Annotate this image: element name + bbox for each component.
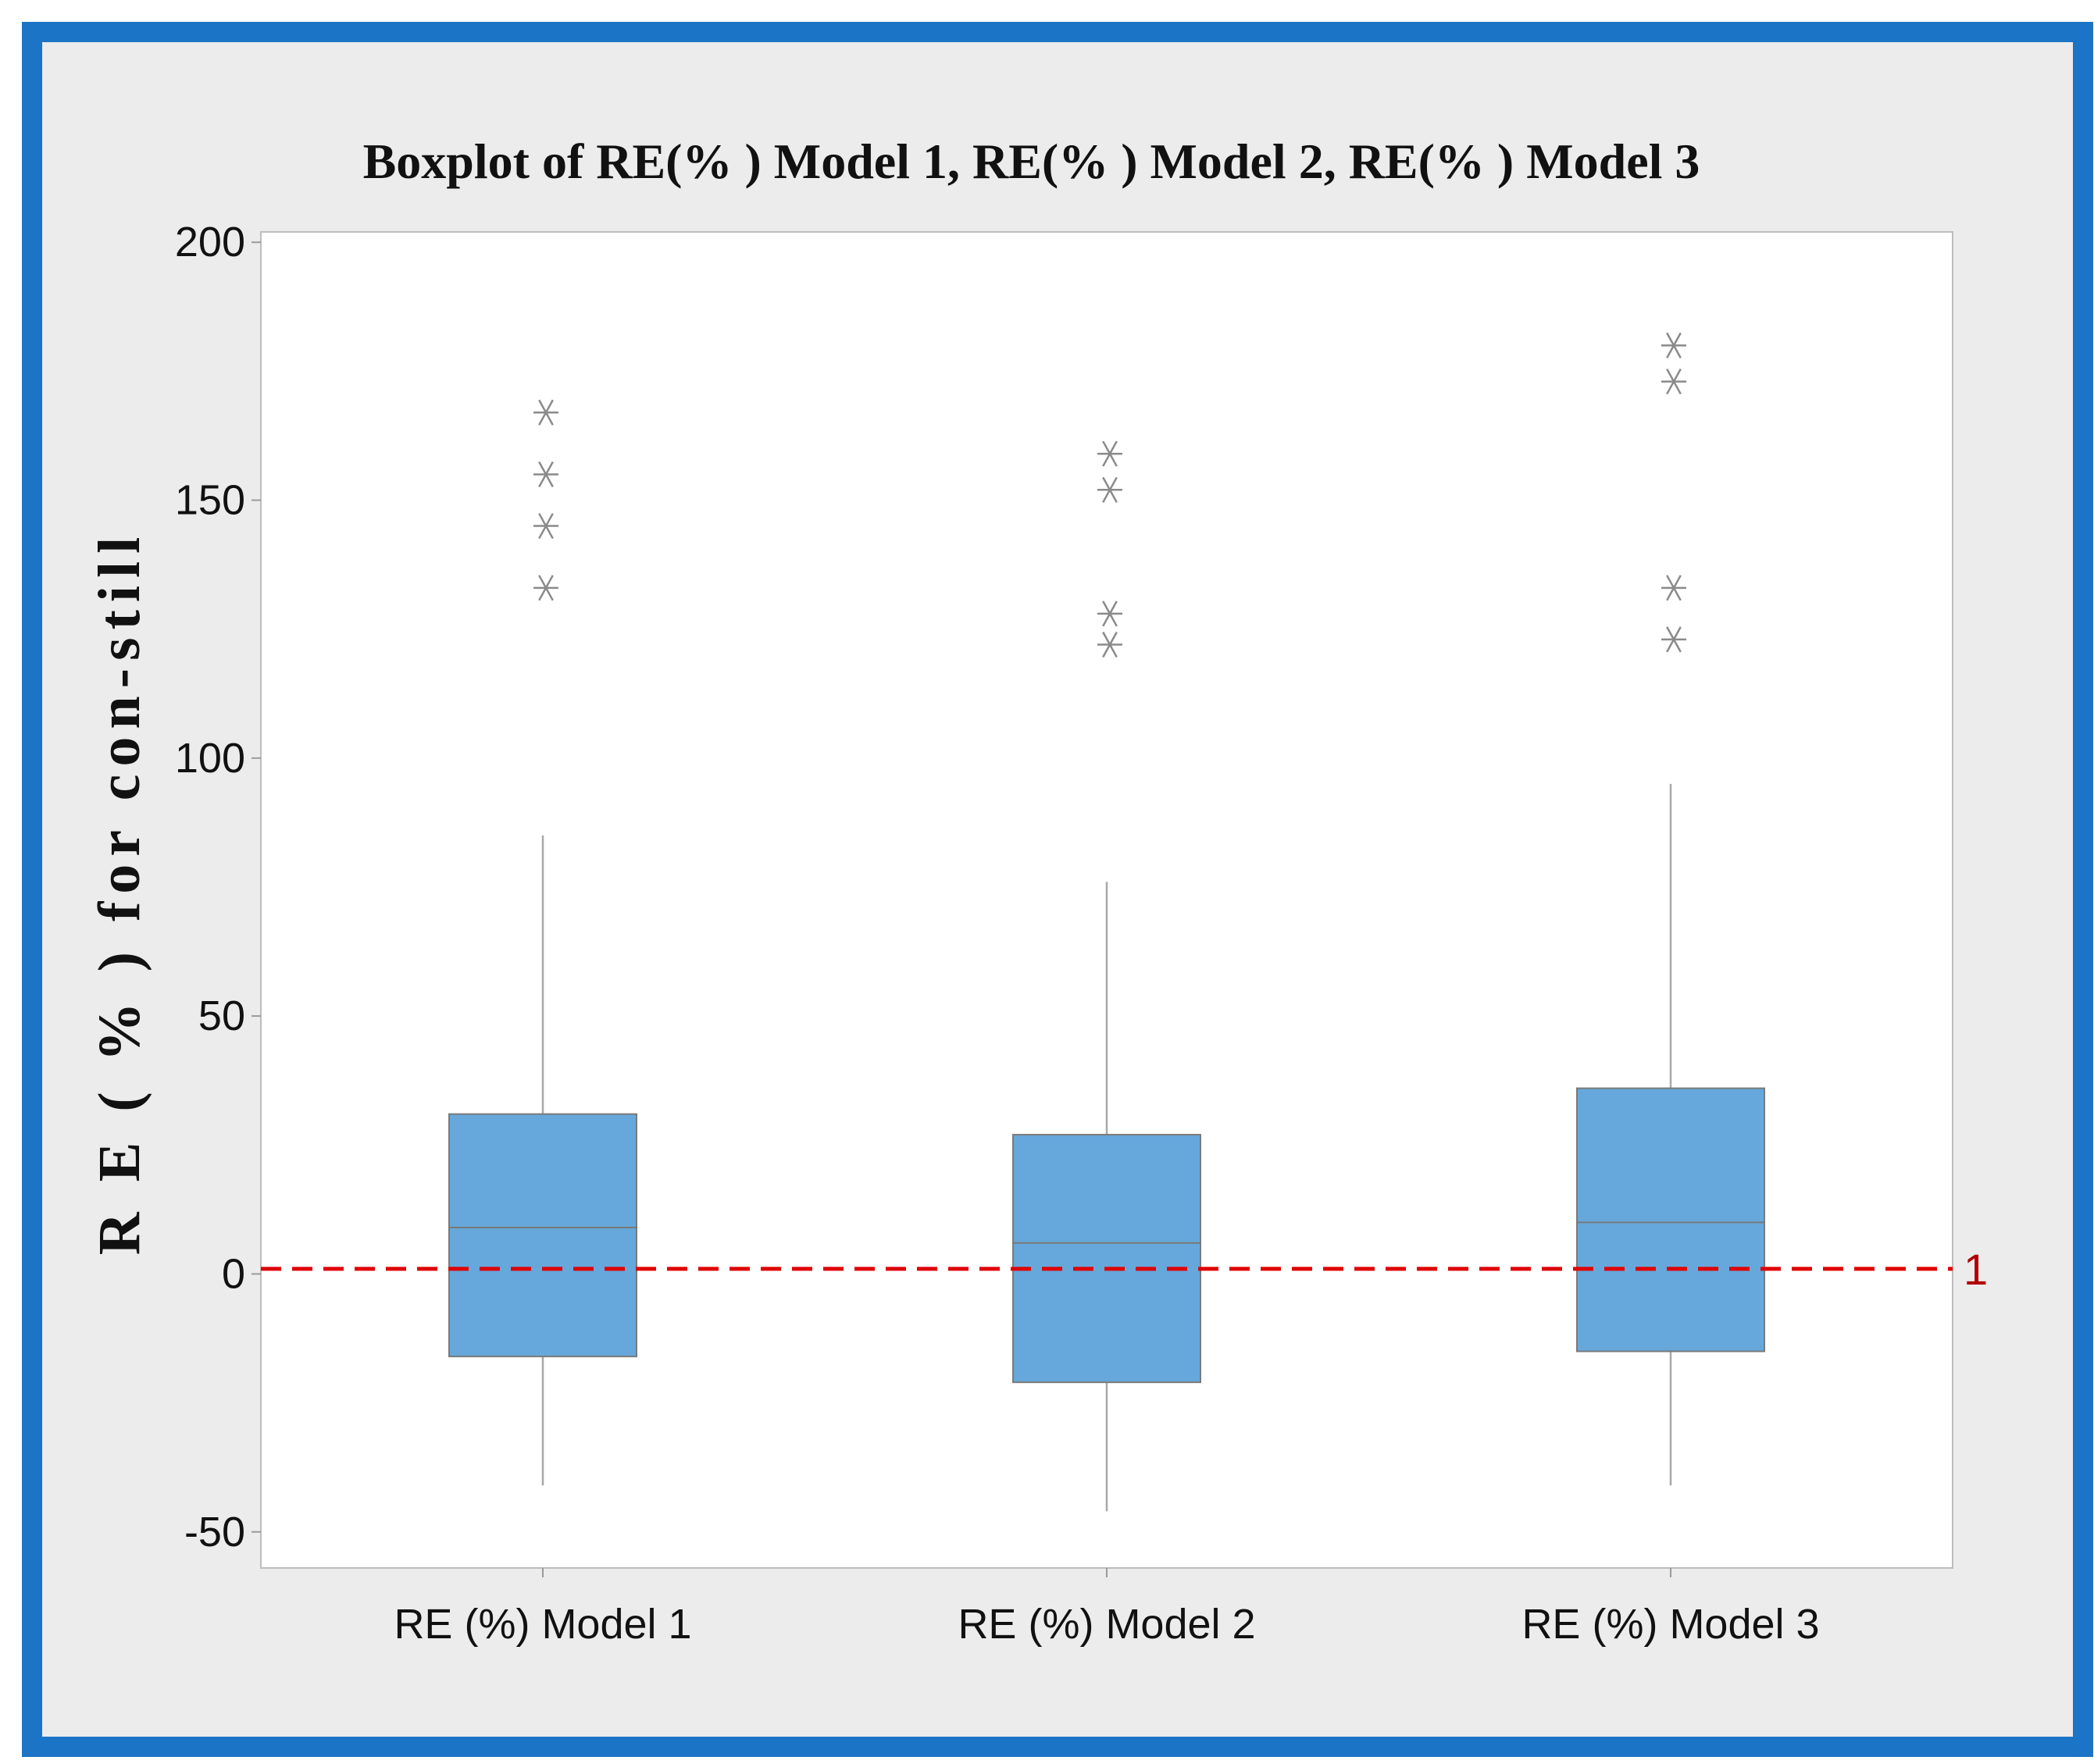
iqr-box [1576,1087,1765,1352]
y-tick-label: 50 [198,992,245,1039]
outlier-point [533,575,558,601]
chart-title: Boxplot of RE(% ) Model 1, RE(% ) Model … [363,134,1700,189]
y-tick-label: 200 [175,219,245,265]
outlier-point [1661,368,1686,395]
reference-line-label: 1 [1964,1245,1988,1294]
iqr-box [1012,1134,1201,1384]
outlier-point [1097,631,1122,658]
x-category-label: RE (%) Model 1 [394,1601,691,1648]
outlier-point [533,461,558,488]
y-tick-label: 0 [222,1250,245,1297]
outlier-point [1097,476,1122,503]
y-tick-label: -50 [184,1509,245,1556]
outlier-point [1661,626,1686,653]
outlier-point [533,399,558,426]
outlier-point [1097,600,1122,627]
y-tick-label: 100 [175,735,245,782]
x-category-label: RE (%) Model 2 [958,1601,1255,1648]
iqr-box [448,1113,637,1358]
chart-marks: -50 0 50 100 150 200 RE (%) Model 1 RE (%) Mode… [175,219,1988,1648]
x-category-label: RE (%) Model 3 [1521,1601,1819,1648]
outlier-point [533,512,558,540]
outlier-point [1661,332,1686,358]
y-tick-label: 150 [175,477,245,524]
outlier-point [1661,575,1686,601]
outlier-point [1097,440,1122,467]
y-axis-label: R E ( % ) for con-still [87,529,152,1255]
